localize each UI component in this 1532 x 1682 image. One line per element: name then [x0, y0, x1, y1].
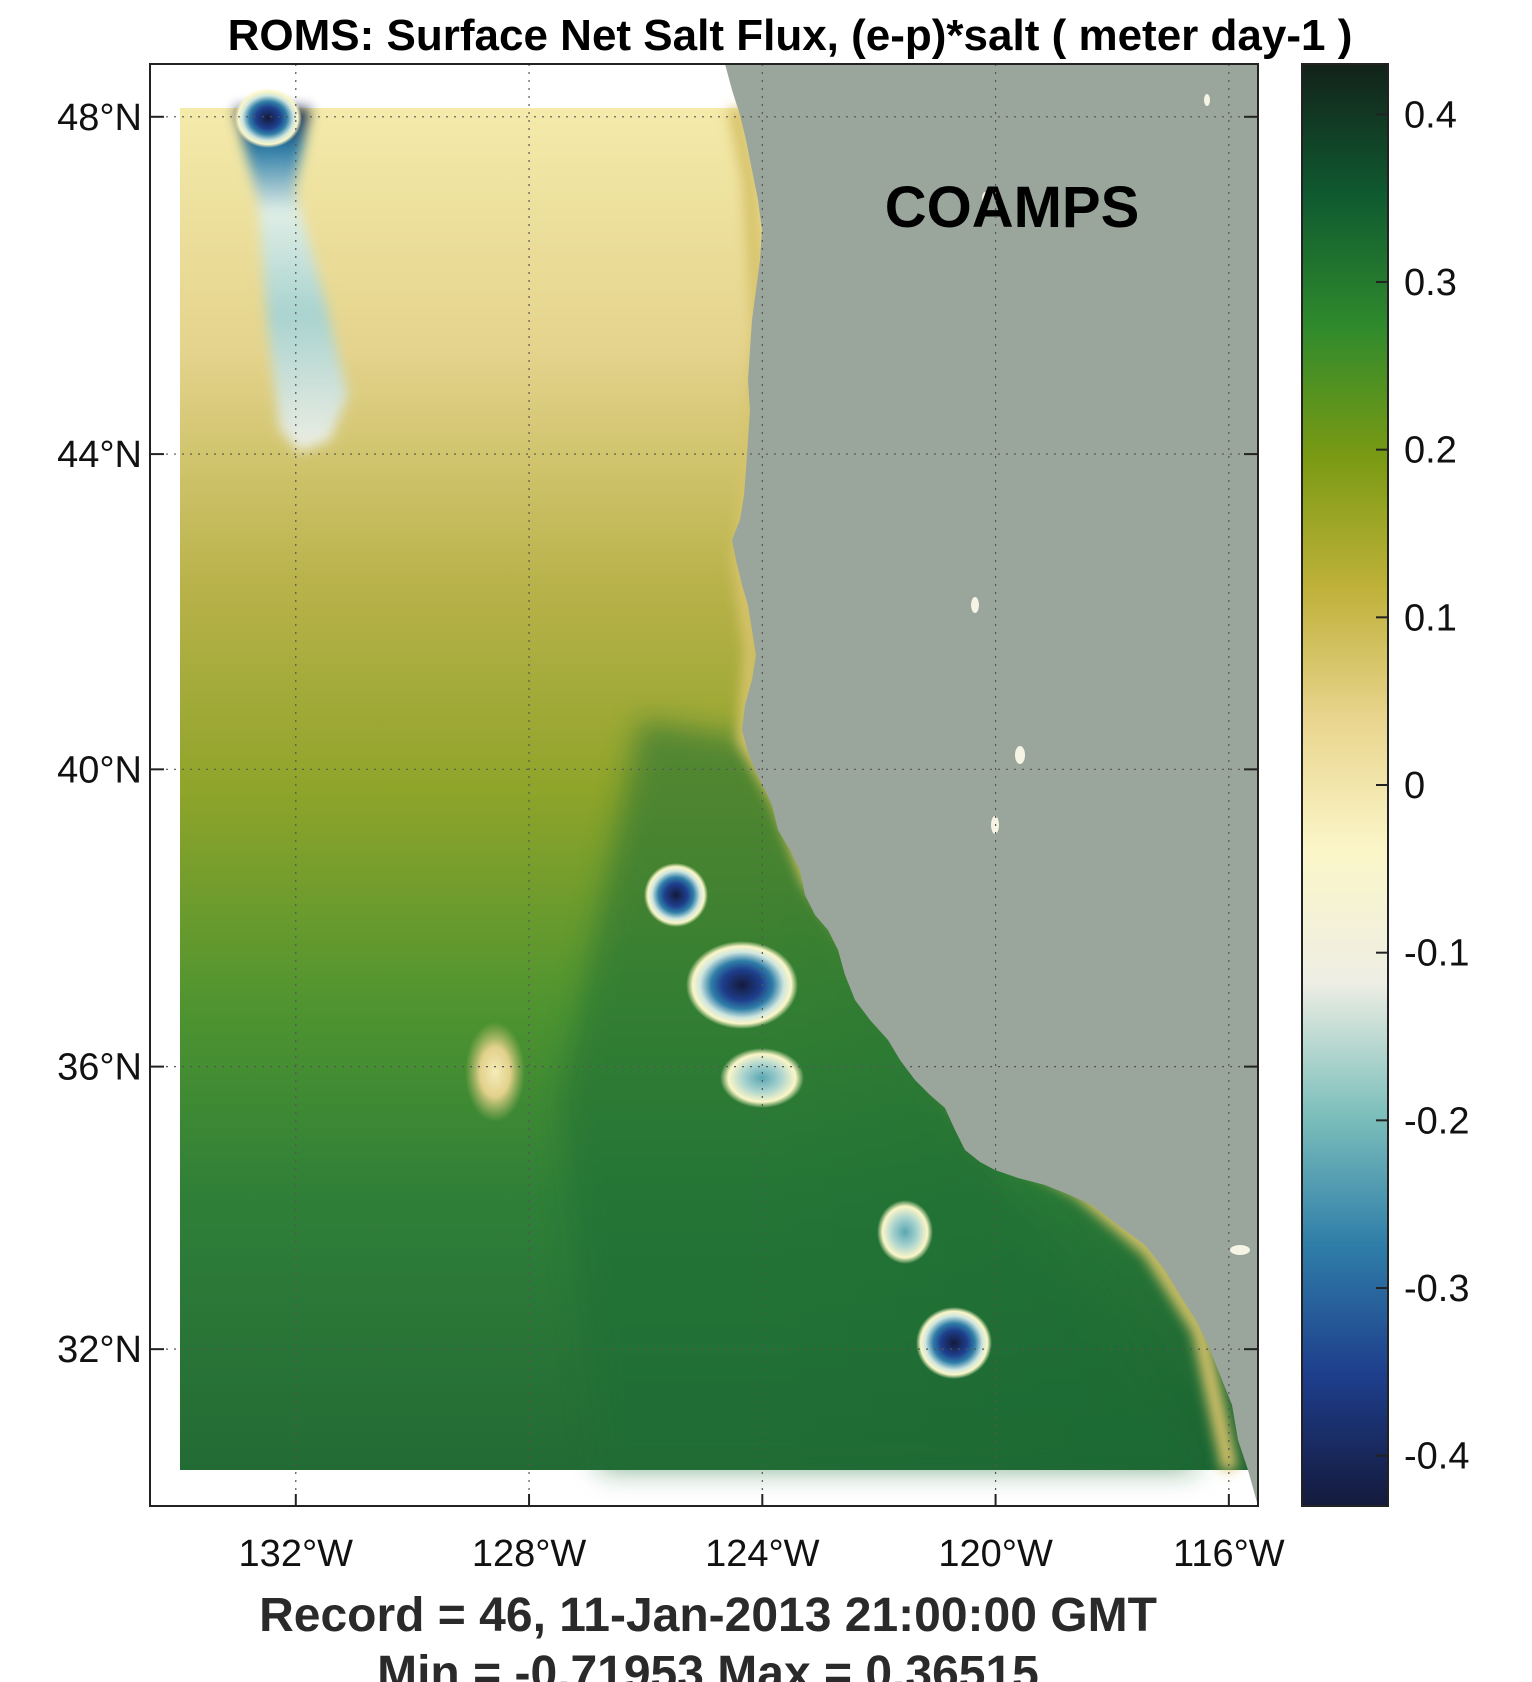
x-tick-label: 116°W — [1173, 1533, 1285, 1575]
negative-spot-2 — [686, 941, 798, 1029]
chart-title: ROMS: Surface Net Salt Flux, (e-p)*salt … — [228, 11, 1353, 60]
plot-area: COAMPS — [150, 64, 1258, 1506]
negative-spot-4 — [877, 1200, 933, 1264]
y-tick-label: 40°N — [57, 749, 142, 791]
y-axis-ticks: 48°N 44°N 40°N 36°N 32°N — [57, 97, 1258, 1371]
north-negative-core — [234, 88, 302, 148]
colorbar-tick-label: 0.2 — [1404, 430, 1457, 472]
y-tick-label: 36°N — [57, 1047, 142, 1089]
x-tick-label: 128°W — [472, 1533, 587, 1575]
x-axis-ticks: 132°W 128°W 124°W 120°W 116°W — [239, 1494, 1285, 1575]
colorbar-tick-label: 0.1 — [1404, 597, 1457, 639]
y-tick-label: 48°N — [57, 97, 142, 139]
negative-spot-5 — [916, 1307, 992, 1379]
negative-spot-3 — [720, 1048, 804, 1108]
colorbar-ticks: 0.4 0.3 0.2 0.1 0 -0.1 -0.2 -0.3 -0.4 — [1376, 94, 1469, 1478]
x-tick-label: 124°W — [705, 1533, 820, 1575]
land-mass — [725, 64, 1258, 1506]
negative-spot-1 — [644, 863, 708, 927]
y-tick-label: 44°N — [57, 434, 142, 476]
coastal-dark-band — [560, 720, 1200, 1470]
record-label: Record = 46, 11-Jan-2013 21:00:00 GMT — [259, 1589, 1157, 1642]
colorbar-tick-label: 0 — [1404, 765, 1425, 807]
grid-lines — [150, 64, 1258, 1506]
colorbar-tick-label: -0.3 — [1404, 1268, 1469, 1310]
colorbar-tick-label: -0.2 — [1404, 1100, 1469, 1142]
colorbar-tick-label: 0.3 — [1404, 262, 1457, 304]
low-spot — [465, 1022, 525, 1122]
y-tick-label: 32°N — [57, 1329, 142, 1371]
colorbar-tick-label: -0.4 — [1404, 1436, 1469, 1478]
model-label: COAMPS — [885, 175, 1140, 240]
colorbar-tick-label: -0.1 — [1404, 933, 1469, 975]
north-plume — [235, 108, 348, 452]
min-max-label: Min = -0.71953 Max = 0.36515 — [377, 1647, 1039, 1682]
x-tick-label: 132°W — [239, 1533, 354, 1575]
colorbar — [1301, 63, 1389, 1507]
flux-spots — [234, 88, 992, 1379]
colorbar-tick-label: 0.4 — [1404, 94, 1457, 136]
x-tick-label: 120°W — [938, 1533, 1053, 1575]
plot-frame — [149, 63, 1259, 1507]
